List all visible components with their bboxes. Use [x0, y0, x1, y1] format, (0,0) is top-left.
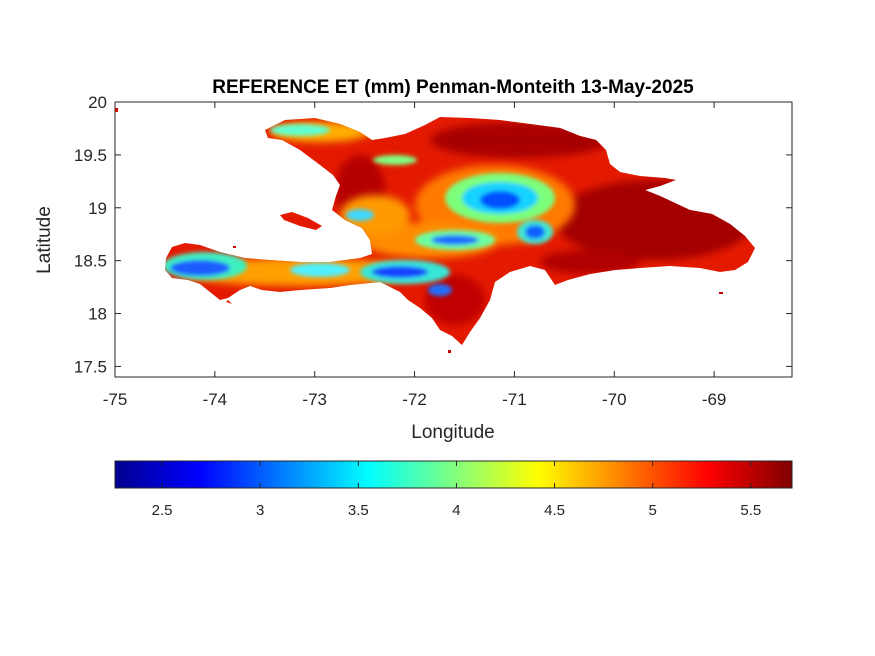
islet-west [233, 246, 236, 248]
low-zone-haiti-south [290, 263, 350, 277]
low-zone-sw [170, 260, 230, 276]
low-zone-northcoast [373, 155, 417, 165]
islet-south [448, 350, 451, 353]
islet-east [719, 292, 723, 294]
y-axis-label: Latitude [34, 206, 55, 274]
colorbar-ticks: 2.5 3 3.5 4 4.5 5 5.5 [152, 461, 761, 519]
y-tick-label: 18.5 [74, 252, 107, 271]
low-zone-south-mid [372, 266, 428, 278]
low-zone-northwest [270, 124, 330, 136]
figure-title: REFERENCE ET (mm) Penman-Monteith 13-May… [212, 77, 694, 98]
low-zone-haiti-north [346, 209, 374, 221]
colorbar-tick-label: 5.5 [740, 502, 761, 519]
y-tick-label: 20 [88, 93, 107, 112]
x-axis-label: Longitude [411, 422, 494, 443]
colorbar-tick-label: 3.5 [348, 502, 369, 519]
high-zone-north [430, 122, 610, 158]
low-zone-central [431, 235, 479, 245]
colorbar-tick-label: 4.5 [544, 502, 565, 519]
colorbar-tick-label: 5 [649, 502, 657, 519]
y-axis-ticks: 20 19.5 19 18.5 18 17.5 [74, 93, 792, 376]
colorbar-tick-label: 2.5 [152, 502, 173, 519]
x-tick-label: -74 [203, 390, 228, 409]
x-tick-label: -71 [502, 390, 527, 409]
high-zone-south [540, 250, 640, 274]
x-tick-label: -69 [702, 390, 727, 409]
colorbar-tick-label: 4 [452, 502, 460, 519]
islet-nw-corner [115, 108, 118, 112]
low-zone-cordillera-core [480, 191, 520, 209]
y-tick-label: 19.5 [74, 146, 107, 165]
x-tick-label: -75 [103, 390, 128, 409]
y-tick-label: 18 [88, 305, 107, 324]
x-tick-label: -70 [602, 390, 627, 409]
low-zone-east [525, 225, 545, 239]
mid-zone-haiti-central [340, 195, 410, 235]
y-tick-label: 19 [88, 199, 107, 218]
low-zone-south-east [428, 284, 452, 296]
x-tick-label: -72 [402, 390, 427, 409]
raster-low-zones [165, 124, 555, 296]
colorbar [114, 460, 793, 489]
colorbar-tick-label: 3 [256, 502, 264, 519]
y-tick-label: 17.5 [74, 357, 107, 376]
x-tick-label: -73 [302, 390, 327, 409]
x-axis-ticks: -75 -74 -73 -72 -71 -70 -69 [103, 102, 727, 409]
